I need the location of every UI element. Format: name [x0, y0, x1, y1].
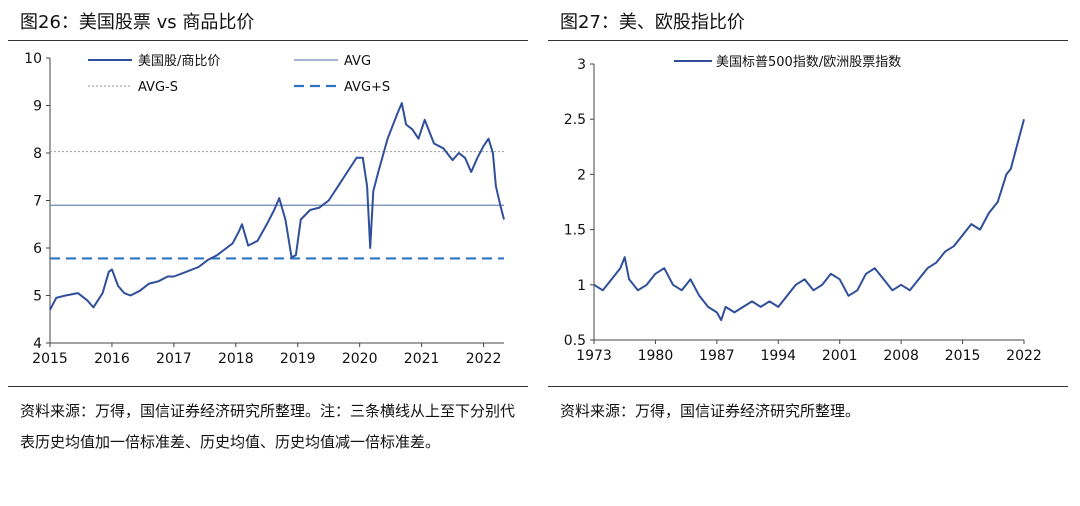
y-tick-label: 10: [24, 51, 42, 67]
source-note: 资料来源：万得，国信证券经济研究所整理。: [560, 402, 861, 420]
x-tick-label: 2021: [404, 351, 440, 367]
us-europe-ratio-chart: 0.5 1 1.5 2 2.5 3 1973 1980 1987 1994 2001 2008 2015…: [564, 55, 1042, 364]
legend-label: AVG+S: [344, 80, 390, 95]
y-tick-label: 3: [577, 57, 586, 73]
y-tick-label: 6: [33, 241, 42, 257]
y-tick-label: 8: [33, 146, 42, 162]
x-tick-label: 2017: [156, 351, 192, 367]
legend-label: AVG: [344, 54, 371, 69]
y-tick-label: 0.5: [564, 333, 586, 349]
title-divider: [548, 40, 1068, 41]
title-divider: [8, 40, 528, 41]
y-tick-label: 1.5: [564, 223, 586, 239]
source-divider: [548, 386, 1068, 387]
x-tick-label: 2016: [94, 351, 130, 367]
chart-title: 图27：美、欧股指比价: [560, 12, 745, 33]
legend-label: 美国股/商比价: [138, 54, 220, 69]
legend-label: AVG-S: [138, 80, 178, 95]
x-tick-label: 1973: [576, 348, 612, 364]
series-line: [49, 102, 505, 311]
y-tick-label: 5: [33, 289, 42, 305]
y-tick-label: 7: [33, 194, 42, 210]
x-tick-label: 2008: [883, 348, 919, 364]
x-tick-label: 2001: [822, 348, 858, 364]
x-tick-label: 2018: [218, 351, 254, 367]
y-tick-label: 2: [577, 167, 586, 183]
y-tick-label: 9: [33, 99, 42, 115]
source-note: 资料来源：万得，国信证券经济研究所整理。注：三条横线从上至下分别代表历史均值加一…: [20, 402, 516, 451]
y-tick-label: 4: [33, 336, 42, 352]
series-line: [593, 118, 1025, 322]
x-tick-label: 2015: [32, 351, 68, 367]
stock-commodity-ratio-chart: 4 5 6 7 8 9 10 2015 2016 2017 2018 2019 2020 2021 2022…: [24, 51, 505, 367]
y-tick-label: 1: [577, 278, 586, 294]
x-tick-label: 2022: [466, 351, 502, 367]
x-tick-label: 2020: [342, 351, 378, 367]
x-tick-label: 2022: [1006, 348, 1042, 364]
legend-label: 美国标普500指数/欧洲股票指数: [716, 55, 901, 70]
source-divider: [8, 386, 528, 387]
x-tick-label: 1987: [699, 348, 735, 364]
chart-title: 图26：美国股票 vs 商品比价: [20, 12, 255, 33]
x-tick-label: 2019: [280, 351, 316, 367]
x-tick-label: 1980: [638, 348, 674, 364]
y-tick-label: 2.5: [564, 112, 586, 128]
x-tick-label: 1994: [760, 348, 796, 364]
x-tick-label: 2015: [945, 348, 981, 364]
